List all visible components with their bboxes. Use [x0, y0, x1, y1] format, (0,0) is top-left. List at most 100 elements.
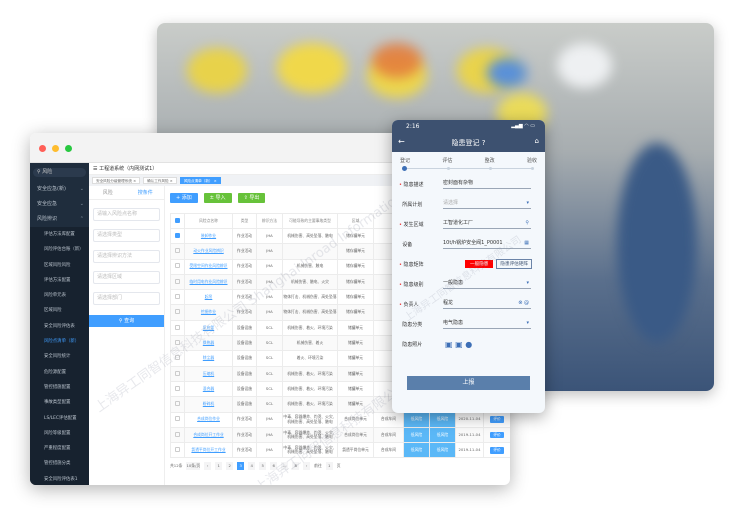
page-button[interactable]: 3	[237, 462, 245, 470]
risk-point-link[interactable]: 换热器	[184, 335, 233, 352]
row-checkbox[interactable]	[170, 365, 185, 382]
sidebar-item[interactable]: 风险等级配置	[30, 425, 89, 442]
tab[interactable]: 确认工作风险 ×	[143, 177, 177, 184]
risk-point-link[interactable]: 装卸作业	[184, 227, 233, 245]
filter-tab[interactable]: 风险	[102, 190, 113, 196]
page-size-select[interactable]: 10条/页	[186, 462, 201, 470]
sidebar-search[interactable]: ⚲ 风险	[33, 168, 86, 177]
row-checkbox[interactable]	[170, 380, 185, 398]
risk-point-link[interactable]: 氯透平岗位开工作业	[184, 442, 233, 459]
import-button[interactable]: ± 导入	[203, 193, 232, 203]
row-checkbox[interactable]	[170, 243, 185, 260]
row-checkbox[interactable]	[170, 304, 185, 321]
sidebar-group[interactable]: 安全应急 ⌄	[30, 197, 89, 212]
field-action-icon[interactable]: ▾	[526, 280, 529, 286]
export-button[interactable]: ⇪ 导出	[237, 193, 266, 203]
page-button[interactable]: 2	[226, 462, 234, 470]
next-page-button[interactable]: ›	[303, 462, 311, 470]
row-checkbox[interactable]	[170, 442, 185, 459]
row-checkbox[interactable]	[170, 426, 185, 444]
select-all-checkbox[interactable]	[170, 213, 185, 229]
field-input[interactable]: 请选择 ▾	[443, 199, 531, 209]
risk-point-link[interactable]: 反应釜	[184, 319, 233, 337]
risk-point-link[interactable]: 压缩机	[184, 365, 233, 382]
evaluate-button[interactable]: 评价	[483, 411, 510, 428]
sidebar-item[interactable]: 评估方法配置	[30, 272, 89, 289]
submit-button[interactable]: 上报	[407, 376, 530, 390]
sidebar-item[interactable]: 评估方法库配置	[30, 227, 89, 243]
field-action-icon[interactable]: ▾	[526, 200, 529, 206]
sidebar-item[interactable]: LS/LEC评估配置	[30, 410, 89, 426]
method-select[interactable]: 请选择辨识方法	[93, 250, 160, 263]
sidebar-item[interactable]: 风险点清单（新）	[30, 334, 89, 350]
row-checkbox[interactable]	[170, 396, 185, 413]
type-select[interactable]: 请选择类型	[93, 229, 160, 242]
table-row[interactable]: 氯透平岗位开工作业 作业活动 JHA 中毒、容器爆炸、灼烫、火灾、机械伤害、高处坠落、…	[170, 442, 510, 459]
query-button[interactable]: ⚲ 查询	[89, 315, 164, 327]
sidebar-item[interactable]: 安全风险统计	[30, 349, 89, 365]
area-select[interactable]: 请选择区域	[93, 271, 160, 284]
filter-tab-active[interactable]: 搜条件	[126, 186, 164, 199]
sidebar-item[interactable]: 事故类型配置	[30, 395, 89, 411]
risk-point-link[interactable]: 混合器	[184, 380, 233, 398]
page-button[interactable]: 8	[292, 462, 300, 470]
field-input[interactable]: 电气隐患 ▾	[443, 319, 531, 329]
row-checkbox[interactable]	[170, 335, 185, 352]
row-checkbox[interactable]	[170, 411, 185, 428]
page-button[interactable]: 5	[259, 462, 267, 470]
table-row[interactable]: 合成岗位开工作业 作业活动 JHA 中毒、容器爆炸、灼烫、火灾、机械伤害、高处坠落、触…	[170, 426, 510, 444]
page-button[interactable]: 6	[270, 462, 278, 470]
field-input[interactable]: 密封面有杂物	[443, 179, 531, 189]
field-action-icon[interactable]: ⚲	[525, 220, 529, 226]
tab[interactable]: 安全风险分级管理系统 ×	[92, 177, 141, 184]
minimize-dot[interactable]	[52, 145, 59, 152]
sidebar-item[interactable]: 区域风险	[30, 303, 89, 319]
sidebar-item[interactable]: 危险源配置	[30, 364, 89, 380]
risk-point-link[interactable]: 受限空间作业风险辨识	[184, 258, 233, 275]
table-row[interactable]: 合成岗位作业 作业活动 JHA 中毒、容器爆炸、灼烫、火灾、机械伤害、高处坠落、触电合…	[170, 411, 510, 428]
risk-point-link[interactable]: 动火作业风险辨识	[184, 243, 233, 260]
sidebar-group[interactable]: 安全应急(新) ⌄	[30, 182, 89, 197]
sidebar-item[interactable]: 管控措施分类	[30, 456, 89, 472]
risk-point-link[interactable]: 合成岗位开工作业	[184, 426, 233, 444]
maximize-dot[interactable]	[65, 145, 72, 152]
field-input[interactable]: 程龙 ⊗ @	[443, 299, 531, 309]
sidebar-item[interactable]: 风险单元表	[30, 288, 89, 304]
row-checkbox[interactable]	[170, 350, 185, 367]
row-checkbox[interactable]	[170, 258, 185, 275]
row-checkbox[interactable]	[170, 319, 185, 337]
matrix-button[interactable]: 隐患评估矩阵	[496, 259, 532, 269]
name-input[interactable]: 请输入风险点名称	[93, 208, 160, 221]
field-action-icon[interactable]: ▦	[524, 240, 529, 246]
page-button[interactable]: ...	[281, 462, 289, 470]
row-checkbox[interactable]	[170, 273, 185, 291]
sidebar-item[interactable]: 安全风险评估表1	[30, 471, 89, 485]
evaluate-button[interactable]: 评价	[483, 426, 510, 444]
add-button[interactable]: + 添加	[170, 193, 198, 203]
risk-point-link[interactable]: 合成岗位作业	[184, 411, 233, 428]
sidebar-item[interactable]: 风险评估台账（新）	[30, 242, 89, 258]
row-checkbox[interactable]	[170, 289, 185, 306]
photo-upload-icons[interactable]: ▣ ▣ ●	[445, 339, 473, 349]
page-button[interactable]: 4	[248, 462, 256, 470]
sidebar-item[interactable]: 管控措施配置	[30, 379, 89, 396]
sidebar-item[interactable]: 安全风险评估表	[30, 318, 89, 335]
home-icon[interactable]: ⌂	[534, 137, 539, 145]
evaluate-button[interactable]: 评价	[483, 442, 510, 459]
prev-page-button[interactable]: ‹	[204, 462, 212, 470]
row-checkbox[interactable]	[170, 227, 185, 245]
tab-active[interactable]: 风险点清单（新） ×	[179, 177, 221, 184]
field-input[interactable]: 工智道化工厂 ⚲	[443, 219, 531, 229]
page-button[interactable]: 1	[215, 462, 223, 470]
sidebar-item[interactable]: 严重程度配置	[30, 441, 89, 457]
risk-point-link[interactable]: 起吊	[184, 289, 233, 306]
field-action-icon[interactable]: ⊗ @	[518, 300, 529, 306]
sidebar-group[interactable]: 风险辨识 ⌃	[30, 212, 89, 227]
risk-point-link[interactable]: 挖掘作业	[184, 304, 233, 321]
field-input[interactable]: 10t/h锅炉安全阀1_P0001 ▦	[443, 239, 531, 249]
field-input[interactable]: 一般隐患 ▾	[443, 279, 531, 289]
risk-point-link[interactable]: 临时用电作业风险辨识	[184, 273, 233, 291]
sidebar-item[interactable]: 区域风险风险	[30, 257, 89, 273]
goto-input[interactable]: 1	[325, 462, 333, 470]
field-action-icon[interactable]: ▾	[526, 320, 529, 326]
